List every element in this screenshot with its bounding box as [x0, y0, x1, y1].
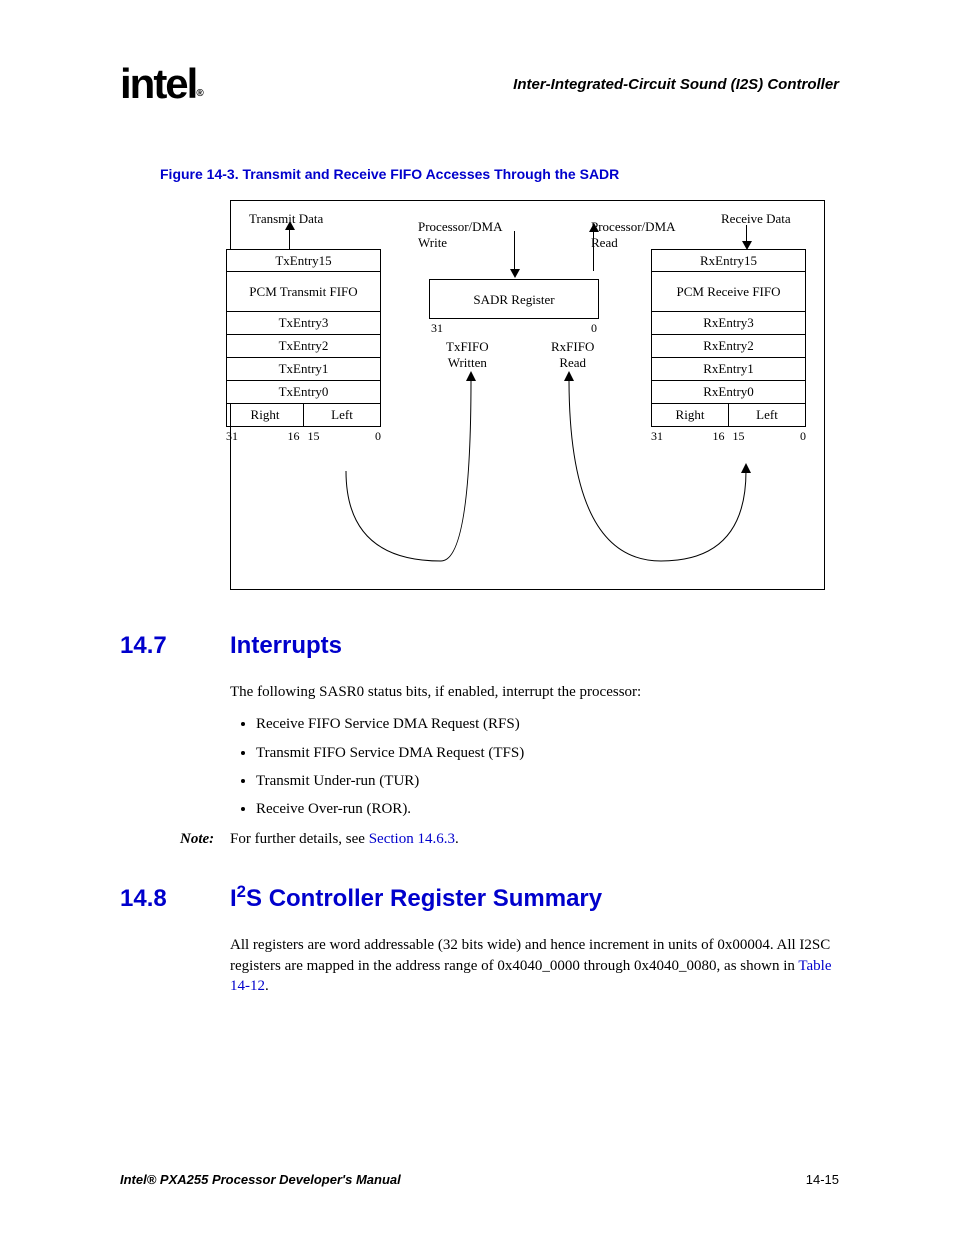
rxfifo-read-label: RxFIFO Read — [551, 339, 594, 371]
tx-fifo-label: PCM Transmit FIFO — [226, 272, 381, 312]
tx-entry: TxEntry2 — [226, 335, 381, 358]
header-title: Inter-Integrated-Circuit Sound (I2S) Con… — [513, 76, 839, 93]
rx-entry: RxEntry3 — [651, 312, 806, 335]
tx-bit-labels: 31 16 15 0 — [226, 429, 381, 444]
rx-bit-labels: 31 16 15 0 — [651, 429, 806, 444]
tx-fifo-stack: TxEntry15 PCM Transmit FIFO TxEntry3 TxE… — [226, 249, 381, 444]
rx-entry-split: Right Left — [651, 404, 806, 427]
tx-entry-split: Right Left — [226, 404, 381, 427]
section-148-heading: 14.8I2S Controller Register Summary — [120, 882, 839, 913]
rx-fifo-label: PCM Receive FIFO — [651, 272, 806, 312]
rx-right: Right — [652, 404, 729, 426]
tx-entry: TxEntry1 — [226, 358, 381, 381]
logo-reg: ® — [196, 88, 201, 99]
tx-data-line — [289, 229, 290, 249]
intro-text: The following SASR0 status bits, if enab… — [230, 682, 839, 702]
list-item: Transmit FIFO Service DMA Request (TFS) — [256, 743, 839, 763]
figure-caption: Figure 14-3. Transmit and Receive FIFO A… — [160, 166, 839, 182]
rx-entry: RxEntry1 — [651, 358, 806, 381]
arrow-down-icon — [510, 269, 520, 278]
note-body: For further details, see Section 14.6.3. — [230, 831, 459, 848]
page-header: intel® Inter-Integrated-Circuit Sound (I… — [120, 60, 839, 108]
list-item: Transmit Under-run (TUR) — [256, 771, 839, 791]
fifo-diagram: Transmit Data Receive Data Processor/DMA… — [230, 200, 825, 590]
tx-left: Left — [304, 404, 380, 426]
list-item: Receive Over-run (ROR). — [256, 799, 839, 819]
write-label: Processor/DMA Write — [418, 219, 503, 251]
tx-entry: TxEntry15 — [226, 249, 381, 272]
rx-left: Left — [729, 404, 805, 426]
tx-right: Right — [227, 404, 304, 426]
footer-left: Intel® PXA255 Processor Developer's Manu… — [120, 1172, 401, 1187]
read-label: Processor/DMA Read — [591, 219, 676, 251]
section-num: 14.7 — [120, 632, 230, 660]
sadr-bit-hi: 31 — [431, 321, 443, 336]
section-num: 14.8 — [120, 885, 230, 913]
rx-entry: RxEntry15 — [651, 249, 806, 272]
note-row: Note: For further details, see Section 1… — [180, 831, 839, 848]
write-line — [514, 231, 515, 271]
section-title: Interrupts — [230, 632, 342, 659]
tx-entry: TxEntry3 — [226, 312, 381, 335]
intel-logo: intel® — [120, 60, 202, 108]
bullet-list: Receive FIFO Service DMA Request (RFS) T… — [256, 714, 839, 819]
section-147-body: The following SASR0 status bits, if enab… — [230, 682, 839, 819]
note-label: Note: — [180, 831, 230, 848]
arrow-up-icon — [589, 223, 599, 232]
rx-entry: RxEntry0 — [651, 381, 806, 404]
rx-entry: RxEntry2 — [651, 335, 806, 358]
list-item: Receive FIFO Service DMA Request (RFS) — [256, 714, 839, 734]
section-148-body: All registers are word addressable (32 b… — [230, 935, 839, 996]
rx-fifo-stack: RxEntry15 PCM Receive FIFO RxEntry3 RxEn… — [651, 249, 806, 444]
sadr-register: SADR Register — [429, 279, 599, 319]
arrow-up-icon — [285, 221, 295, 230]
tx-entry: TxEntry0 — [226, 381, 381, 404]
section-link[interactable]: Section 14.6.3 — [369, 831, 455, 847]
section-147-heading: 14.7Interrupts — [120, 632, 839, 660]
body-paragraph: All registers are word addressable (32 b… — [230, 935, 839, 996]
footer-page-num: 14-15 — [806, 1172, 839, 1187]
section-title: I2S Controller Register Summary — [230, 885, 602, 912]
rx-data-label: Receive Data — [721, 211, 791, 227]
txfifo-written-label: TxFIFO Written — [446, 339, 489, 371]
read-line — [593, 231, 594, 271]
page-footer: Intel® PXA255 Processor Developer's Manu… — [120, 1172, 839, 1187]
logo-text: intel — [120, 60, 196, 107]
sadr-bit-lo: 0 — [591, 321, 597, 336]
